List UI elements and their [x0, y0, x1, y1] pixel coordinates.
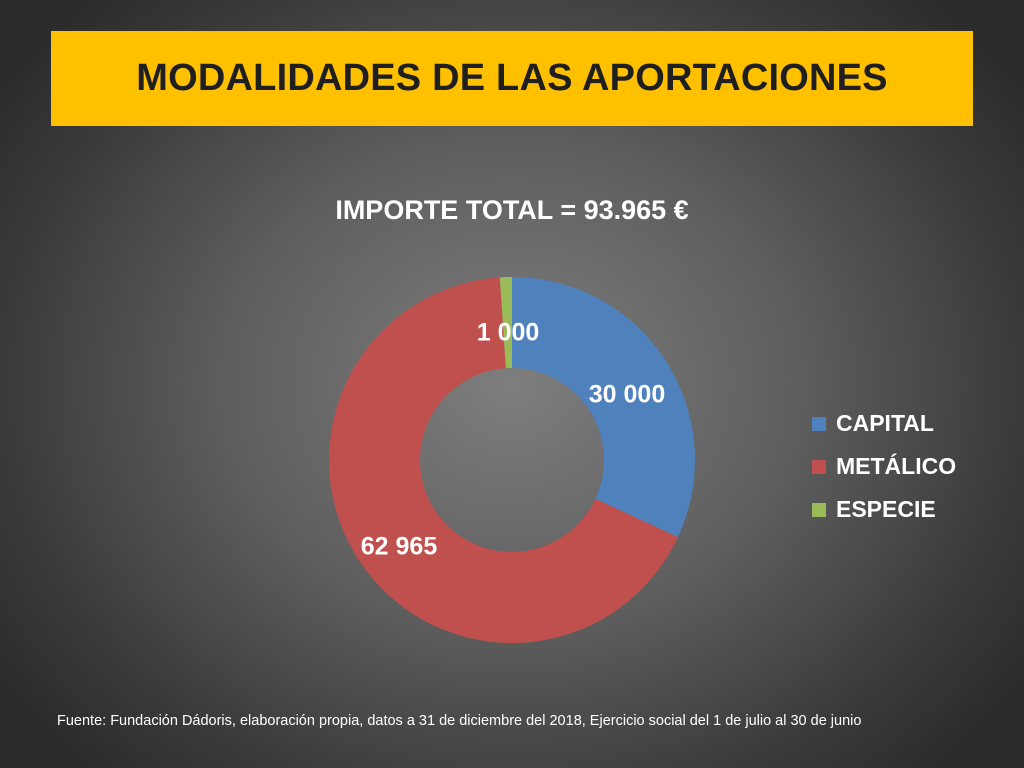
legend-label: CAPITAL	[836, 410, 934, 436]
legend-swatch	[812, 416, 826, 431]
legend-label: ESPECIE	[836, 496, 936, 522]
legend-swatch	[812, 459, 826, 474]
donut-slice-capital	[512, 277, 695, 538]
data-label-especie: 1 000	[477, 319, 540, 347]
chart-title: IMPORTE TOTAL = 93.965 €	[335, 195, 689, 225]
data-label-capital: 30 000	[589, 381, 665, 409]
slide-title: MODALIDADES DE LAS APORTACIONES	[136, 57, 888, 99]
legend-item: CAPITAL	[812, 402, 1012, 445]
source-note: Fuente: Fundación Dádoris, elaboración p…	[57, 713, 862, 729]
title-banner: MODALIDADES DE LAS APORTACIONES	[51, 31, 973, 126]
data-label-metalico: 62 965	[361, 533, 438, 561]
donut-slice-especie	[499, 277, 512, 369]
legend-item: METÁLICO	[812, 445, 1012, 488]
donut-slice-metalico	[328, 277, 678, 643]
legend-swatch	[812, 502, 826, 517]
legend-label: METÁLICO	[836, 453, 957, 479]
legend-item: ESPECIE	[812, 488, 1012, 531]
chart-legend: CAPITAL METÁLICO ESPECIE	[812, 402, 1012, 531]
